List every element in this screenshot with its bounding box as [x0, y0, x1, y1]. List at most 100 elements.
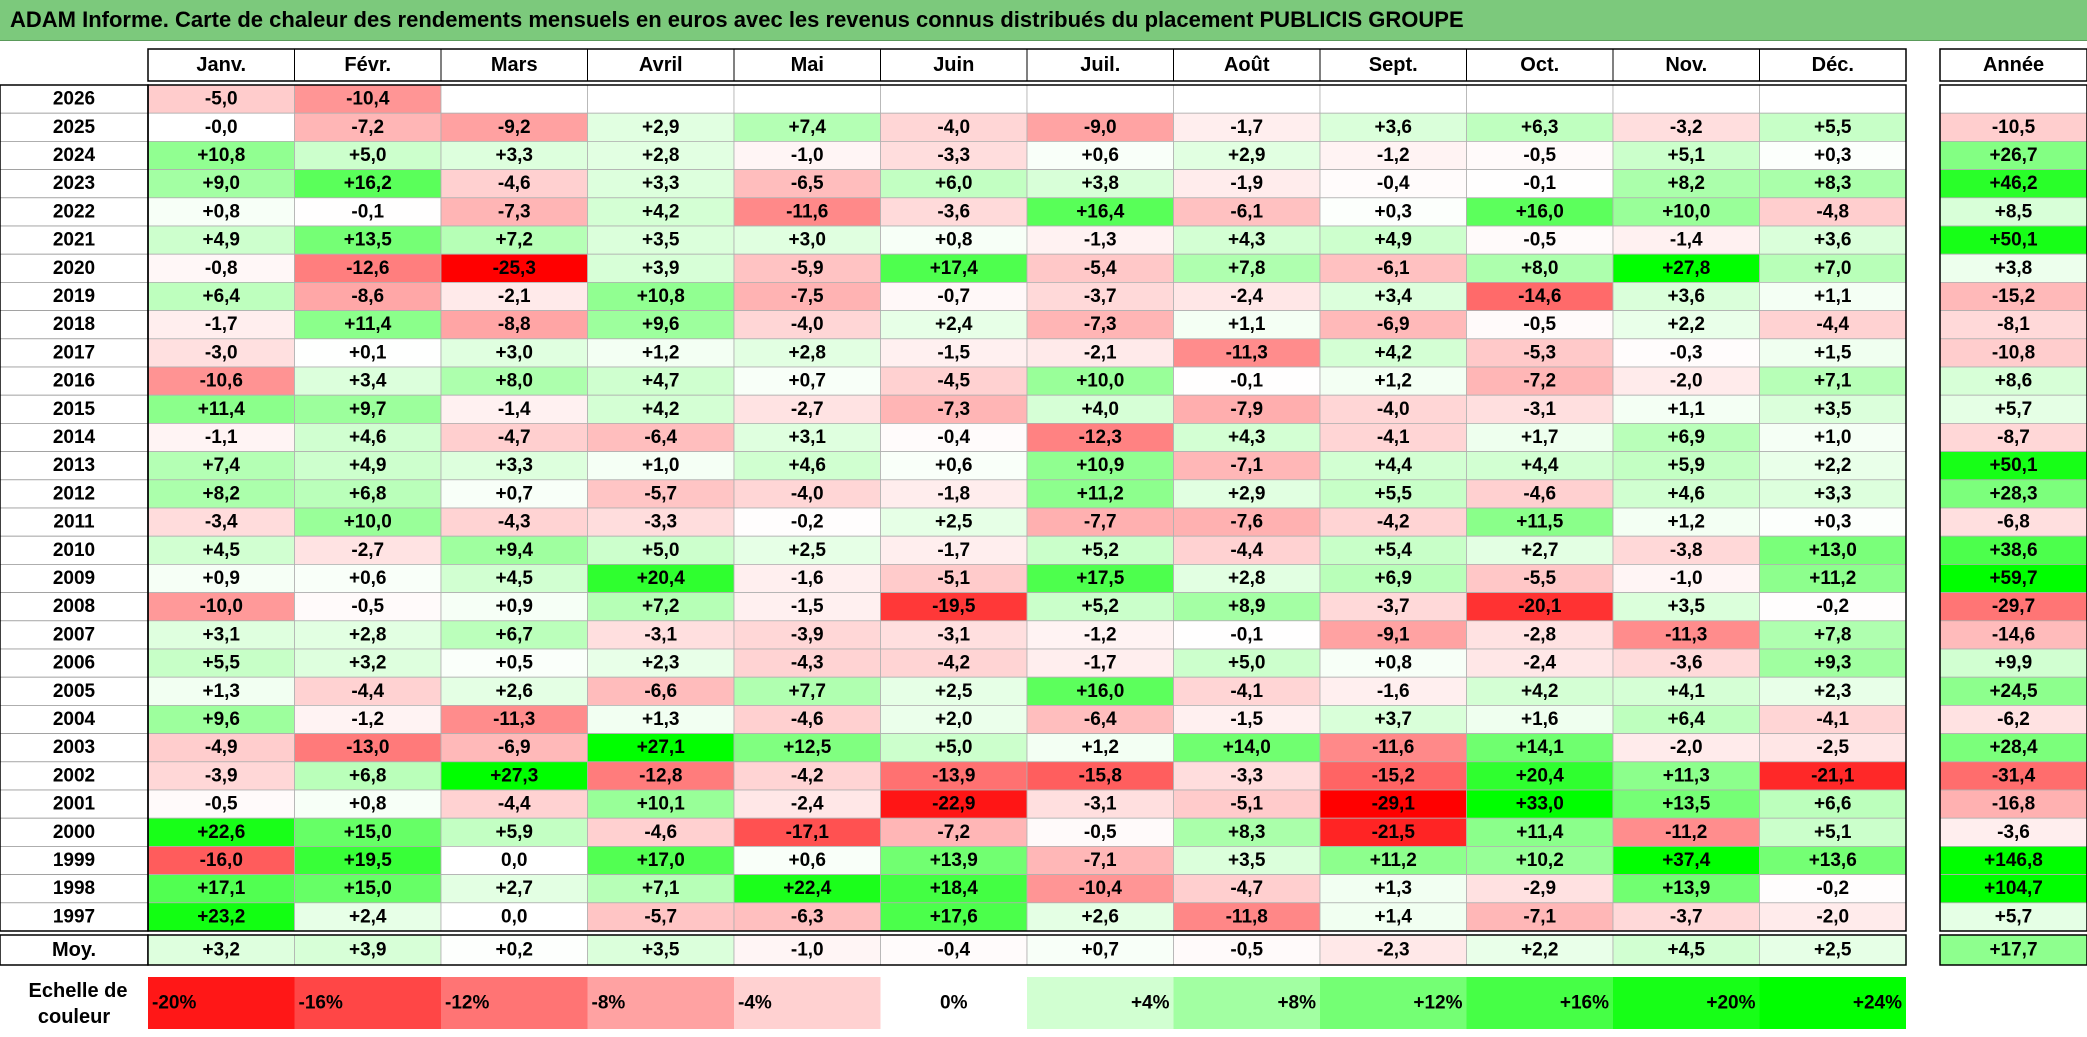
heatmap-value: +0,6 — [1081, 145, 1119, 166]
heatmap-value: +3,3 — [495, 145, 533, 166]
heatmap-cell — [880, 197, 1028, 227]
average-value: +0,7 — [1081, 940, 1119, 961]
heatmap-value: +4,6 — [1667, 483, 1705, 504]
annual-cell — [1939, 733, 2087, 763]
heatmap-cell — [1759, 705, 1907, 735]
heatmap-value: -15,8 — [1079, 765, 1122, 786]
heatmap-value: +0,7 — [495, 483, 533, 504]
heatmap-value: -9,1 — [1377, 624, 1410, 645]
heatmap-cell — [733, 140, 881, 170]
heatmap-cell — [733, 846, 881, 876]
heatmap-value: +9,6 — [642, 314, 680, 335]
heatmap-value: +10,1 — [637, 794, 686, 815]
heatmap-value: +4,3 — [1228, 230, 1266, 251]
heatmap-cell — [440, 338, 588, 368]
heatmap-value: +4,9 — [1374, 230, 1412, 251]
heatmap-cell — [1173, 197, 1321, 227]
heatmap-cell — [1466, 225, 1614, 255]
year-label: 1999 — [53, 850, 95, 871]
heatmap-cell — [1759, 310, 1907, 340]
heatmap-value: +2,6 — [1081, 906, 1119, 927]
heatmap-cell — [880, 310, 1028, 340]
heatmap-value: -0,5 — [1084, 822, 1117, 843]
heatmap-value: -3,7 — [1377, 596, 1410, 617]
heatmap-cell — [440, 140, 588, 170]
heatmap-cell — [440, 507, 588, 537]
heatmap-value: -7,3 — [498, 201, 531, 222]
heatmap-value: +7,2 — [495, 230, 533, 251]
heatmap-value: -4,2 — [1377, 512, 1410, 533]
annual-cell — [1939, 874, 2087, 904]
average-annual-cell — [1939, 934, 2087, 966]
color-scale-swatch — [1759, 977, 1906, 1029]
heatmap-cell — [880, 281, 1028, 311]
color-scale-label: -20% — [152, 993, 196, 1014]
heatmap-cell — [440, 366, 588, 396]
annual-value: +5,7 — [1995, 399, 2033, 420]
heatmap-value: +1,3 — [642, 709, 680, 730]
year-label: 2020 — [53, 258, 95, 279]
heatmap-value: +8,3 — [1228, 822, 1266, 843]
annual-cell — [1939, 592, 2087, 622]
heatmap-cell — [587, 592, 735, 622]
heatmap-value: +0,9 — [495, 596, 533, 617]
heatmap-value: +3,6 — [1374, 117, 1412, 138]
annual-cell — [1939, 620, 2087, 650]
heatmap-cell — [1759, 197, 1907, 227]
month-header-11: Nov. — [1665, 54, 1707, 76]
heatmap-cell — [147, 140, 295, 170]
color-scale-swatch — [1613, 977, 1760, 1029]
heatmap-value: +1,1 — [1814, 286, 1852, 307]
heatmap-cell — [1319, 620, 1467, 650]
heatmap-value: -1,4 — [1670, 230, 1703, 251]
heatmap-value: +4,2 — [642, 399, 680, 420]
year-label-cell — [0, 281, 149, 311]
heatmap-value: -4,3 — [498, 512, 531, 533]
heatmap-cell — [587, 338, 735, 368]
heatmap-cell — [1173, 564, 1321, 594]
annual-cell — [1939, 789, 2087, 819]
heatmap-value: -2,4 — [1523, 653, 1556, 674]
heatmap-cell — [147, 310, 295, 340]
month-header-6: Juin — [933, 54, 974, 76]
heatmap-cell — [587, 564, 735, 594]
heatmap-value: -3,4 — [205, 512, 238, 533]
heatmap-value: +2,3 — [1814, 681, 1852, 702]
heatmap-cell — [1466, 197, 1614, 227]
heatmap-value: -7,3 — [937, 399, 970, 420]
heatmap-value: -21,1 — [1811, 765, 1855, 786]
heatmap-value: +5,5 — [202, 653, 240, 674]
average-annual-value: +17,7 — [1989, 940, 2037, 961]
heatmap-value: +3,2 — [349, 653, 387, 674]
annual-cell — [1939, 761, 2087, 791]
year-label-cell — [0, 592, 149, 622]
heatmap-cell — [1612, 366, 1760, 396]
heatmap-value: -1,6 — [791, 568, 824, 589]
heatmap-cell — [294, 451, 442, 481]
heatmap-value: +11,2 — [1370, 850, 1417, 871]
color-scale-label: -8% — [592, 993, 626, 1014]
heatmap-value: -6,1 — [1230, 201, 1263, 222]
heatmap-value: +10,2 — [1516, 850, 1564, 871]
heatmap-cell — [1173, 676, 1321, 706]
heatmap-cell — [1026, 225, 1174, 255]
heatmap-value: +2,5 — [935, 681, 973, 702]
heatmap-value: -5,1 — [937, 568, 970, 589]
heatmap-value: -11,2 — [1665, 822, 1707, 843]
heatmap-value: -6,5 — [791, 173, 824, 194]
annual-cell — [1939, 479, 2087, 509]
heatmap-cell — [147, 733, 295, 763]
heatmap-cell — [1026, 140, 1174, 170]
heatmap-value: +2,2 — [1667, 314, 1705, 335]
heatmap-cell — [440, 422, 588, 452]
heatmap-value: -1,6 — [1377, 681, 1410, 702]
heatmap-cell — [440, 789, 588, 819]
heatmap-value: -2,1 — [498, 286, 531, 307]
average-value: +0,2 — [495, 940, 533, 961]
heatmap-value: -3,9 — [205, 765, 238, 786]
heatmap-value: +2,4 — [349, 906, 387, 927]
heatmap-cell — [880, 676, 1028, 706]
year-label-cell — [0, 564, 149, 594]
heatmap-value: +4,6 — [788, 455, 826, 476]
heatmap-cell — [294, 225, 442, 255]
